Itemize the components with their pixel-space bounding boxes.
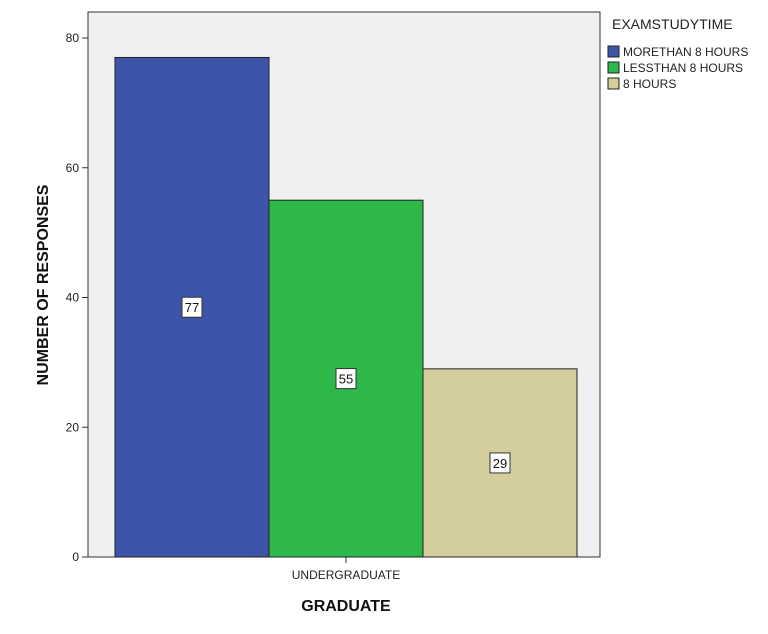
- svg-text:29: 29: [493, 456, 507, 471]
- y-tick-label: 0: [72, 550, 79, 564]
- y-tick-label: 40: [66, 291, 80, 305]
- x-axis: UNDERGRADUATE: [292, 557, 400, 582]
- legend-swatch: [607, 45, 620, 58]
- legend-swatch: [607, 77, 620, 90]
- bars: [114, 56, 578, 558]
- legend: EXAMSTUDYTIME MORETHAN 8 HOURS LESSTHAN 8…: [607, 16, 748, 91]
- y-tick-label: 60: [66, 161, 80, 175]
- legend-item: LESSTHAN 8 HOURS: [607, 61, 743, 75]
- y-tick-label: 20: [66, 420, 80, 434]
- data-label: 29: [489, 452, 511, 474]
- legend-label: MORETHAN 8 HOURS: [623, 45, 748, 59]
- legend-title: EXAMSTUDYTIME: [612, 16, 733, 32]
- legend-item: 8 HOURS: [607, 77, 676, 91]
- x-tick-label: UNDERGRADUATE: [292, 568, 400, 582]
- legend-label: LESSTHAN 8 HOURS: [623, 61, 743, 75]
- y-tick-label: 80: [66, 31, 80, 45]
- legend-label: 8 HOURS: [623, 77, 676, 91]
- svg-text:77: 77: [185, 300, 199, 315]
- y-axis: 0 20 40 60 80: [66, 31, 88, 564]
- data-label: 55: [335, 368, 357, 390]
- x-axis-title: GRADUATE: [301, 598, 391, 615]
- data-labels: 77 55 29: [181, 296, 511, 474]
- data-label: 77: [181, 296, 203, 318]
- legend-item: MORETHAN 8 HOURS: [607, 45, 748, 59]
- legend-swatch: [607, 61, 620, 74]
- svg-text:55: 55: [339, 372, 353, 387]
- y-axis-title: NUMBER OF RESPONSES: [35, 184, 52, 385]
